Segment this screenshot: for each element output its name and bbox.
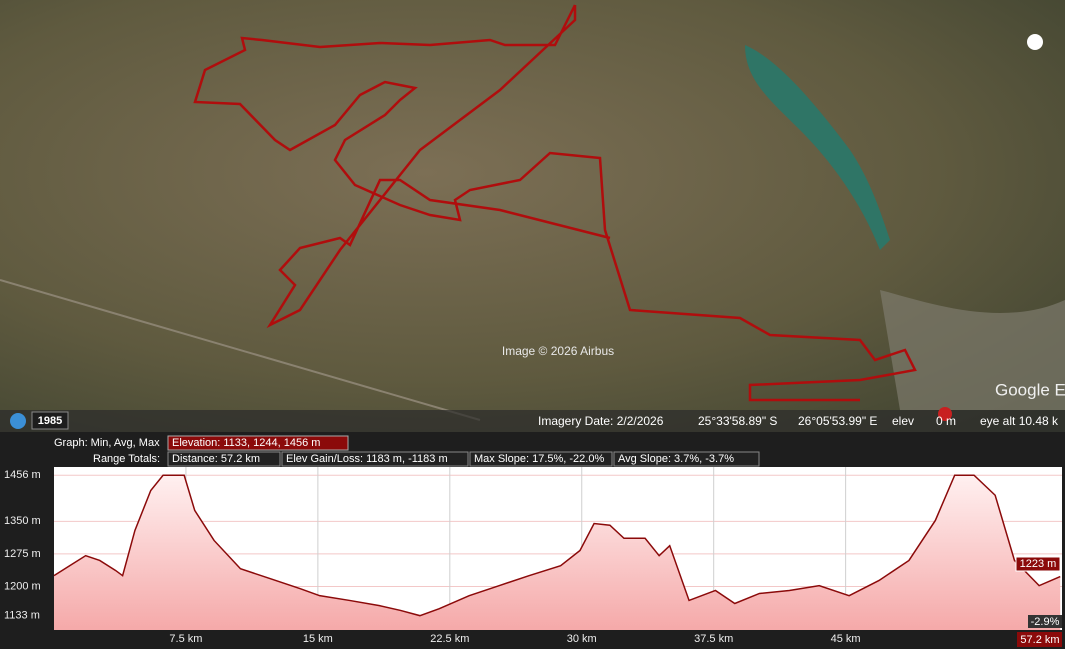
gain-box [281,451,469,467]
satellite-imagery [0,0,1065,432]
status-bar [0,410,1065,432]
imagery-date: Imagery Date: 2/2/2026 [538,414,664,428]
latitude: 25°33'58.89" S [698,414,777,428]
cursor-dist-box [1017,632,1062,647]
distance: Distance: 57.2 km [172,453,260,465]
y-tick-label: 1350 m [4,515,41,527]
cursor-elev: 1223 m [1020,558,1057,570]
distance-box [167,451,281,467]
gain-loss: Elev Gain/Loss: 1183 m, -1183 m [286,453,448,465]
x-tick-label: 15 km [303,633,333,645]
brand-logo: Google Earth [995,380,1065,399]
eye-altitude: eye alt 10.48 k [980,414,1059,428]
town [880,290,1065,410]
elev-label: elev [892,414,914,428]
road [0,279,481,421]
avg-slope-box [613,451,760,467]
cursor-dist: 57.2 km [1020,634,1059,646]
route-track [193,4,917,402]
elevation-box [167,435,349,451]
y-tick-label: 1275 m [4,548,41,560]
elev-value: 0 m [936,414,956,428]
y-tick-label: 1133 m [4,610,40,622]
cursor-slope-box [1028,615,1062,628]
imagery-credit: Image © 2026 Airbus [502,344,614,358]
max-slope-box [469,451,613,467]
lake [745,45,890,250]
map-view[interactable]: Image © 2026 Airbus Google Earth [0,0,1065,432]
x-tick-label: 30 km [567,633,597,645]
longitude: 26°05'53.99" E [798,414,877,428]
y-tick-label: 1456 m [4,469,41,481]
year-box [31,411,69,430]
avg-slope: Avg Slope: 3.7%, -3.7% [618,453,734,465]
graph-label: Graph: Min, Avg, Max [54,437,160,449]
range-label: Range Totals: [93,453,160,465]
pin-marker [938,407,952,421]
compass[interactable] [1027,34,1043,50]
x-tick-label: 37.5 km [694,633,733,645]
x-tick-label: 45 km [831,633,861,645]
clock-year: 1985 [38,415,62,427]
y-tick-label: 1200 m [4,580,41,592]
history-clock[interactable] [10,413,26,429]
cursor-slope: -2.9% [1031,616,1060,628]
elevation-line [53,474,1061,617]
cursor-elev-box [1015,556,1061,572]
x-tick-label: 7.5 km [169,633,202,645]
x-tick-label: 22.5 km [430,633,469,645]
elevation-stats: Elevation: 1133, 1244, 1456 m [172,437,320,449]
max-slope: Max Slope: 17.5%, -22.0% [474,453,604,465]
